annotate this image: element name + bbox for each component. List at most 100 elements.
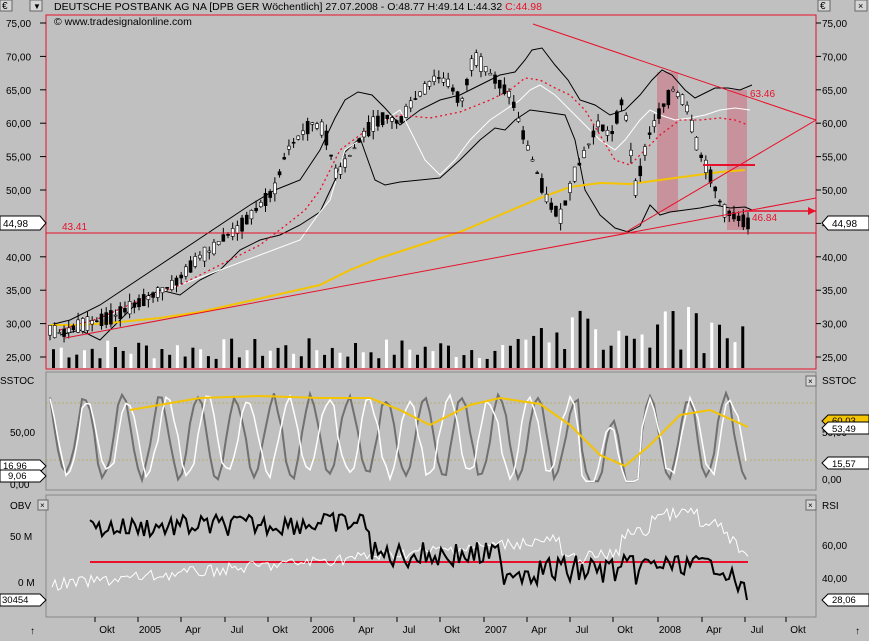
volume-bar — [276, 347, 280, 368]
obv-label: OBV — [10, 501, 31, 512]
obv-close-button[interactable] — [37, 499, 49, 511]
volume-bar — [408, 349, 412, 368]
volume-bar — [586, 318, 590, 368]
candle-body — [329, 154, 333, 157]
price-tick-label-right: 55,00 — [822, 153, 847, 164]
rsi-close-button[interactable] — [805, 499, 817, 511]
stoch-badge-right-3 — [821, 456, 869, 470]
obv-panel-frame — [45, 494, 817, 618]
candle-body — [511, 101, 516, 108]
candle-body — [629, 149, 633, 157]
price-tick-label: 40,00 — [6, 253, 31, 264]
volume-bar — [377, 358, 381, 368]
candle-body — [188, 260, 193, 273]
stoch-close-button[interactable] — [805, 375, 817, 387]
x-tick-label: Jul — [576, 625, 589, 636]
candle-body — [746, 217, 750, 230]
highlight-zone-2 — [727, 90, 747, 230]
candle-body — [647, 132, 652, 135]
candle-body — [48, 325, 52, 336]
candle-body — [348, 155, 352, 157]
candle-body — [202, 246, 207, 262]
volume-bar — [663, 311, 667, 368]
bollinger-lower — [59, 109, 753, 341]
obv-tick-50m: 50 M — [10, 532, 32, 543]
candle-body — [586, 143, 591, 146]
price-tick-label: 25,00 — [6, 353, 31, 364]
close-icon: × — [808, 377, 813, 386]
stoch-value-right-2: 53,49 — [832, 424, 856, 435]
volume-bar — [175, 345, 179, 368]
volume-bar — [206, 356, 210, 368]
volume-bar — [547, 342, 551, 368]
x-tick-label: Okt — [444, 625, 460, 636]
volume-bar — [330, 347, 334, 368]
close-icon: × — [858, 1, 863, 11]
candle-body — [713, 186, 718, 192]
stoch-yellow — [129, 394, 749, 468]
candle-body — [675, 92, 680, 97]
volume-bar — [261, 355, 265, 368]
candle-body — [718, 200, 722, 203]
stoch-value-right-3: 15,57 — [832, 459, 856, 470]
dropdown-left[interactable] — [29, 0, 43, 12]
volume-bar — [687, 307, 691, 368]
stoch-badge-left-1 — [0, 459, 47, 473]
price-label-left: 44,98 — [3, 219, 28, 230]
price-tick-label-right: 40,00 — [822, 253, 847, 264]
price-tick-label-right: 30,00 — [822, 320, 847, 331]
volume-bar — [694, 313, 698, 368]
volume-bar — [617, 330, 621, 368]
candle-body — [596, 120, 600, 128]
candle-body — [174, 277, 179, 286]
candle-body — [212, 241, 216, 255]
arrow-head-icon — [808, 207, 816, 215]
bollinger-upper — [49, 47, 753, 326]
candle-body — [624, 115, 629, 121]
candle-body — [544, 193, 549, 203]
obv-value: 30454 — [2, 595, 28, 606]
candle-body — [619, 99, 624, 106]
price-tick-label: 55,00 — [6, 153, 31, 164]
x-tick-label: Apr — [531, 625, 547, 636]
volume-bar — [52, 349, 55, 368]
candle-body — [605, 130, 610, 136]
obv-line — [89, 511, 748, 601]
price-label-right: 44,98 — [832, 219, 857, 230]
stoch-tick-50: 50,00 — [10, 428, 35, 439]
stoch-value-left-2: 9,06 — [8, 471, 27, 482]
candle-body — [268, 191, 272, 198]
volume-bar — [485, 358, 489, 368]
volume-bar — [245, 350, 249, 368]
candle-body — [441, 77, 446, 83]
candle-body — [643, 146, 647, 156]
price-tick-label: 65,00 — [6, 86, 31, 97]
candle-body — [343, 158, 347, 168]
candle-body — [296, 135, 301, 140]
candle-body — [469, 58, 474, 71]
close-button[interactable] — [854, 0, 868, 12]
candle-body — [76, 319, 80, 333]
candle-body — [165, 287, 169, 289]
candle-body — [357, 138, 361, 143]
candle-body — [474, 52, 479, 66]
volume-bar — [400, 340, 404, 368]
volume-bar — [106, 340, 110, 368]
currency-left: € — [2, 1, 8, 12]
currency-right: € — [820, 1, 826, 12]
candle-body — [418, 91, 422, 97]
candle-body — [399, 116, 404, 123]
volume-bar — [563, 348, 567, 368]
price-tick-label-right: 50,00 — [822, 186, 847, 197]
currency-box[interactable] — [0, 0, 13, 12]
volume-bar — [307, 338, 311, 368]
rsi-badge — [821, 593, 869, 607]
volume-bar — [446, 345, 450, 368]
volume-bar — [555, 332, 559, 368]
volume-bar — [214, 358, 218, 368]
volume-bar — [640, 334, 644, 368]
volume-bar — [121, 350, 125, 368]
currency-box-right[interactable] — [817, 0, 831, 12]
candle-body — [460, 98, 465, 102]
